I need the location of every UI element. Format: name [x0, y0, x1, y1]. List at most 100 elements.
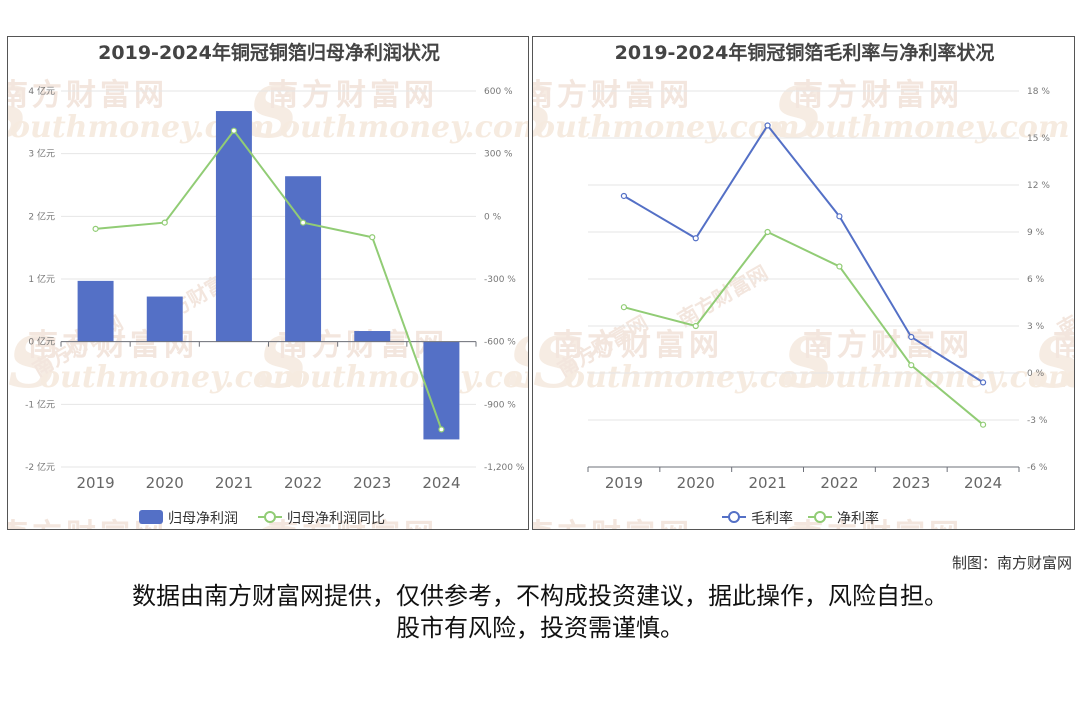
watermark-text-cn: 南方财富网 — [268, 518, 438, 530]
net-profit-chart-panel: S南方财富网outhmoney.comS南方财富网outhmoney.comS南… — [7, 36, 529, 530]
chart-credit: 制图：南方财富网 — [951, 554, 1072, 572]
watermark-letter: S — [533, 321, 584, 404]
y-right-tick: -600 % — [484, 338, 516, 348]
legend-label-gross-margin: 毛利率 — [751, 510, 793, 527]
watermark-letter: S — [248, 71, 299, 154]
bar-2019 — [77, 280, 114, 342]
watermark-text-cn: 南方财富网 — [793, 78, 963, 113]
right-x-tick-2024: 2024 — [964, 474, 1002, 492]
point-yoy-2024 — [438, 426, 445, 433]
net-profit-chart: S南方财富网outhmoney.comS南方财富网outhmoney.comS南… — [8, 41, 530, 530]
y-right-tick: 9 % — [1027, 228, 1045, 238]
point-yoy-2019 — [92, 225, 99, 232]
left-x-tick-2022: 2022 — [284, 474, 322, 492]
y-right-tick: -900 % — [484, 400, 516, 410]
watermark-text-cn: 南方财富网 — [793, 518, 963, 530]
legend: 毛利率 净利率 — [722, 510, 879, 527]
watermark-letter: S — [8, 321, 59, 404]
left-x-tick-2019: 2019 — [76, 474, 114, 492]
y-left-tick: 2 亿元 — [28, 210, 55, 222]
point-series-0-2021 — [764, 122, 771, 129]
watermark-text-en: outhmoney.com — [40, 360, 305, 395]
point-series-0-2024 — [979, 379, 987, 386]
y-right-tick: -6 % — [1027, 463, 1048, 473]
point-yoy-2021 — [230, 127, 238, 134]
watermark-text-en: outhmoney.com — [1065, 360, 1075, 395]
watermark-letter: S — [8, 71, 29, 154]
watermark-letter: S — [533, 511, 554, 530]
bar-2024 — [423, 341, 460, 440]
legend-label-yoy: 归母净利润同比 — [287, 510, 385, 527]
chart-title: 2019-2024年铜冠铜箔毛利率与净利率状况 — [615, 41, 995, 64]
watermark-text-cn: 南方财富网 — [528, 328, 529, 363]
watermark-text-cn: 南方财富网 — [533, 518, 693, 530]
point-series-1-2023 — [908, 362, 915, 369]
point-series-0-2020 — [692, 235, 699, 242]
left-x-tick-2023: 2023 — [353, 474, 391, 492]
y-left-tick: -1 亿元 — [25, 398, 55, 410]
bar-2022 — [285, 176, 322, 342]
legend-label-net-profit: 归母净利润 — [168, 510, 238, 527]
y-right-tick: -300 % — [484, 275, 516, 285]
y-right-tick: 0 % — [484, 212, 502, 222]
right-x-tick-2022: 2022 — [820, 474, 858, 492]
watermark-letter: S — [773, 71, 824, 154]
point-series-1-2020 — [692, 322, 699, 330]
bar-2021 — [215, 111, 252, 342]
point-series-1-2024 — [979, 421, 987, 428]
point-yoy-2023 — [369, 234, 376, 241]
watermark-text-cn: 南方财富网 — [529, 271, 530, 342]
legend-swatch-bar — [139, 510, 163, 524]
watermark-text-cn: 南方财富网 — [8, 518, 168, 530]
watermark-text-en: outhmoney.com — [815, 360, 1075, 395]
point-series-0-2023 — [908, 333, 915, 341]
line-yoy-growth — [95, 129, 443, 430]
legend-swatch-marker — [264, 511, 276, 523]
watermark-text-en: outhmoney.com — [535, 110, 800, 145]
y-right-tick: 12 % — [1027, 181, 1050, 191]
watermark-text-en: outhmoney.com — [565, 360, 830, 395]
watermark-letter: S — [508, 321, 529, 404]
watermark-text-cn: 南方财富网 — [268, 78, 438, 113]
watermark-text-en: outhmoney.com — [805, 110, 1070, 145]
legend-swatch-marker — [814, 511, 826, 523]
watermark-text-cn: 南方财富网 — [8, 78, 168, 113]
left-x-tick-2024: 2024 — [422, 474, 460, 492]
point-series-0-2019 — [620, 192, 628, 200]
left-x-tick-2020: 2020 — [146, 474, 184, 492]
right-x-tick-2023: 2023 — [892, 474, 930, 492]
watermark-letter: S — [533, 71, 554, 154]
margin-chart: S南方财富网outhmoney.comS南方财富网outhmoney.comS南… — [533, 41, 1075, 530]
disclaimer-line-1: 数据由南方财富网提供，仅供参考，不构成投资建议，据此操作，风险自担。 — [132, 582, 948, 610]
disclaimer-line-2: 股市有风险，投资需谨慎。 — [396, 614, 684, 642]
y-left-tick: 0 亿元 — [28, 336, 55, 348]
line-series-1 — [623, 230, 984, 426]
line-series-0 — [623, 123, 984, 384]
watermark-letter: S — [8, 511, 29, 530]
watermark-text-cn: 南方财富网 — [533, 78, 693, 113]
watermark-text-en: outhmoney.com — [290, 360, 529, 395]
y-right-tick: 0 % — [1027, 369, 1045, 379]
bar-2023 — [354, 331, 391, 342]
watermark-layer: S南方财富网outhmoney.comS南方财富网outhmoney.comS南… — [533, 71, 1075, 530]
right-x-tick-2021: 2021 — [748, 474, 786, 492]
watermark-text-en: outhmoney.com — [280, 110, 529, 145]
right-x-tick-2019: 2019 — [605, 474, 643, 492]
y-right-tick: 300 % — [484, 150, 513, 160]
point-series-0-2022 — [836, 213, 843, 220]
watermark-text-cn: 南方财富网 — [674, 261, 773, 332]
bar-2020 — [146, 296, 183, 342]
point-series-1-2021 — [764, 228, 771, 236]
watermark-text-cn: 南方财富网 — [553, 328, 723, 363]
right-x-tick-2020: 2020 — [677, 474, 715, 492]
point-yoy-2020 — [161, 219, 168, 226]
y-left-tick: -2 亿元 — [25, 461, 55, 473]
watermark-layer: S南方财富网outhmoney.comS南方财富网outhmoney.comS南… — [8, 71, 530, 530]
point-series-1-2022 — [836, 263, 843, 270]
watermark-letter: S — [773, 511, 824, 530]
y-left-tick: 3 亿元 — [28, 148, 55, 160]
y-right-tick: 6 % — [1027, 275, 1045, 285]
margin-chart-panel: S南方财富网outhmoney.comS南方财富网outhmoney.comS南… — [532, 36, 1075, 530]
y-right-tick: 18 % — [1027, 87, 1050, 97]
watermark-letter: S — [1033, 321, 1075, 404]
